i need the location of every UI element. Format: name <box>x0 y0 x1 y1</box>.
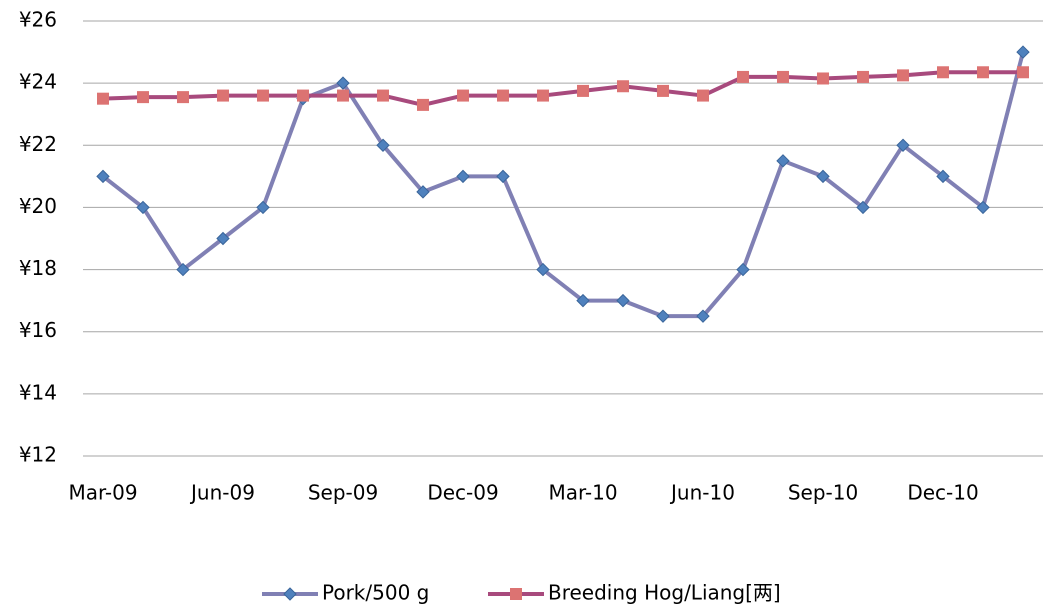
y-tick-label: ¥24 <box>19 70 57 94</box>
data-point <box>937 66 949 79</box>
data-point <box>696 309 710 323</box>
y-tick-label: ¥22 <box>19 132 57 156</box>
y-tick-label: ¥20 <box>19 194 57 218</box>
data-point <box>617 80 629 93</box>
data-point <box>96 169 110 184</box>
x-tick-label: Mar-09 <box>68 481 137 505</box>
data-point <box>697 89 709 102</box>
data-point <box>536 262 550 277</box>
x-tick-label: Sep-09 <box>308 481 378 505</box>
data-point <box>377 89 389 102</box>
data-point <box>256 200 270 215</box>
data-point <box>777 70 789 83</box>
x-tick-label: Jun-10 <box>669 481 735 505</box>
data-point <box>736 262 750 277</box>
data-point <box>977 66 989 79</box>
x-tick-label: Dec-10 <box>907 481 978 505</box>
data-point <box>537 89 549 102</box>
data-point <box>457 89 469 102</box>
data-point <box>97 92 109 105</box>
y-tick-label: ¥16 <box>19 318 57 342</box>
data-point <box>816 169 830 184</box>
data-point <box>817 72 829 85</box>
data-point <box>496 169 510 184</box>
y-tick-label: ¥26 <box>19 8 57 32</box>
y-tick-label: ¥18 <box>19 256 57 280</box>
data-point <box>656 309 670 323</box>
data-point <box>776 154 790 168</box>
data-point <box>737 70 749 83</box>
data-point <box>137 91 149 104</box>
x-tick-label: Mar-10 <box>548 481 617 505</box>
legend-marker <box>510 588 522 600</box>
data-point <box>456 169 470 184</box>
x-tick-label: Sep-10 <box>788 481 858 505</box>
data-point <box>257 89 269 102</box>
data-point <box>336 76 350 90</box>
data-point <box>217 89 229 102</box>
data-point <box>856 200 870 215</box>
data-point <box>976 200 990 215</box>
data-point <box>417 98 429 111</box>
data-point <box>857 70 869 83</box>
legend-label: Breeding Hog/Liang[两] <box>548 581 781 605</box>
data-point <box>897 69 909 82</box>
data-point <box>416 185 430 199</box>
data-point <box>896 138 910 152</box>
data-point <box>657 84 669 97</box>
legend-marker <box>283 587 297 601</box>
data-point <box>616 293 630 308</box>
y-tick-label: ¥14 <box>19 380 57 404</box>
data-point <box>297 89 309 102</box>
legend-label: Pork/500 g <box>322 581 429 605</box>
data-point <box>216 231 230 246</box>
data-point <box>577 84 589 97</box>
data-point <box>497 89 509 102</box>
data-point <box>136 200 150 215</box>
data-point <box>1016 45 1030 59</box>
data-point <box>576 293 590 308</box>
series-line <box>101 51 1025 319</box>
data-point <box>1017 66 1029 79</box>
data-point <box>376 138 390 152</box>
data-point <box>176 262 190 277</box>
x-tick-label: Dec-09 <box>427 481 498 505</box>
data-point <box>337 89 349 102</box>
x-tick-label: Jun-09 <box>189 481 255 505</box>
y-tick-label: ¥12 <box>19 443 57 467</box>
data-point <box>936 169 950 184</box>
series-line <box>102 70 1023 107</box>
data-point <box>177 91 189 104</box>
